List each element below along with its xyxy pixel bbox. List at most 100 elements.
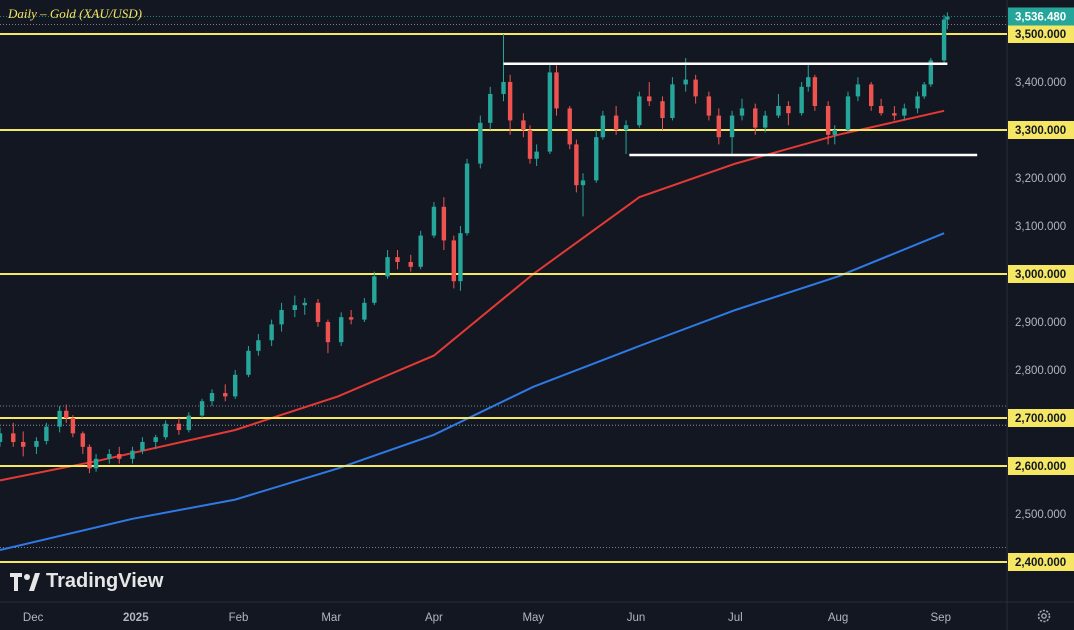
candle-body: [256, 340, 261, 351]
candle-body: [799, 86, 804, 114]
candle-body: [140, 442, 145, 451]
candle-body: [902, 108, 907, 116]
candle-body: [302, 302, 307, 306]
time-axis-tick-label: Dec: [23, 612, 44, 624]
candle-body: [408, 262, 413, 267]
candle-body: [372, 276, 377, 303]
candle-body: [117, 454, 122, 459]
candle-body: [57, 410, 62, 427]
candle-body: [338, 317, 344, 343]
candle-body: [921, 84, 927, 97]
candle-body: [534, 151, 539, 159]
level-price-tag: [1008, 457, 1074, 475]
candle-body: [34, 441, 39, 447]
candle-body: [845, 96, 851, 130]
candle-body: [753, 108, 758, 128]
candle-body: [706, 96, 712, 116]
level-price-tag: [1008, 265, 1074, 283]
candle-body: [527, 130, 533, 159]
time-axis-tick-label: Sep: [931, 612, 951, 624]
candle-body: [441, 206, 447, 241]
candle-body: [325, 322, 331, 343]
time-axis-tick-label: Mar: [321, 612, 341, 624]
price-axis-tick-label: 3,200.000: [1015, 173, 1066, 185]
time-axis-tick-label: Jun: [627, 612, 646, 624]
time-axis-tick-label: Feb: [229, 612, 249, 624]
candle-body: [292, 305, 298, 310]
candle-body: [825, 106, 831, 135]
candle-body: [44, 426, 49, 442]
candle-body: [716, 115, 722, 138]
level-price-tag: [1008, 553, 1074, 571]
candle-body: [670, 84, 675, 118]
gear-icon[interactable]: [1036, 608, 1052, 624]
candle-body: [941, 19, 947, 61]
candle-body: [915, 96, 920, 109]
candle-body: [20, 442, 26, 447]
time-axis-tick-label: 2025: [123, 612, 149, 624]
candle-body: [269, 324, 274, 341]
candle-body: [11, 433, 16, 442]
tradingview-logo-icon: [10, 572, 40, 591]
time-axis-tick-label: Apr: [425, 612, 443, 624]
candle-body: [855, 84, 861, 97]
level-price-tag: [1008, 409, 1074, 427]
candle-body: [613, 115, 619, 130]
level-price-tag: [1008, 121, 1074, 139]
candle-body: [647, 96, 652, 102]
candle-body: [223, 393, 228, 397]
candle-body: [600, 115, 606, 138]
candle-body: [637, 96, 642, 126]
candle-body: [186, 415, 192, 430]
time-axis-tick-label: Aug: [828, 612, 848, 624]
chart-title: Daily – Gold (XAU/USD): [8, 6, 142, 21]
candle-body: [786, 106, 791, 114]
level-price-label: 2,600.000: [1015, 461, 1066, 473]
candle-body: [348, 317, 354, 320]
candle-body: [418, 235, 423, 267]
last-price-tag: [1008, 7, 1074, 26]
candle-body: [163, 423, 168, 438]
candle-body: [458, 233, 463, 282]
candle-body: [928, 60, 934, 85]
candle-body: [80, 433, 86, 447]
last-price-label: 3,536.480: [1015, 11, 1066, 23]
candle-body: [574, 144, 579, 186]
time-axis-tick-label: Jul: [728, 612, 743, 624]
candle-body: [70, 418, 76, 434]
candle-body: [246, 350, 251, 375]
candle-body: [395, 257, 400, 262]
candle-body: [547, 72, 553, 152]
level-price-label: 2,400.000: [1015, 557, 1066, 569]
candle-body: [878, 106, 884, 114]
candle-body: [554, 72, 559, 109]
level-price-tag: [1008, 25, 1074, 43]
candle-body: [130, 450, 135, 459]
price-axis-tick-label: 3,100.000: [1015, 221, 1066, 233]
candles-group: [0, 12, 950, 474]
candle-body: [693, 79, 698, 97]
level-price-label: 3,300.000: [1015, 125, 1066, 137]
tradingview-logo[interactable]: TradingView: [10, 570, 163, 593]
level-price-label: 2,700.000: [1015, 413, 1066, 425]
candle-body: [868, 84, 874, 106]
candle-body: [945, 16, 950, 20]
candle-body: [521, 120, 526, 130]
candle-body: [623, 125, 629, 130]
candle-body: [683, 79, 688, 85]
candle-body: [478, 122, 483, 164]
candle-body: [580, 180, 586, 186]
candle-body: [199, 401, 205, 416]
candle-body: [567, 108, 572, 145]
candle-body: [176, 423, 182, 430]
price-axis-tick-label: 3,400.000: [1015, 77, 1066, 89]
level-price-label: 3,000.000: [1015, 269, 1066, 281]
moving-average-line: [0, 232, 945, 551]
candle-body: [451, 240, 457, 282]
brand-name: TradingView: [46, 570, 164, 592]
candle-body: [279, 310, 284, 325]
time-axis-tick-label: May: [522, 612, 544, 624]
candle-body: [832, 130, 837, 135]
candle-body: [806, 77, 811, 87]
